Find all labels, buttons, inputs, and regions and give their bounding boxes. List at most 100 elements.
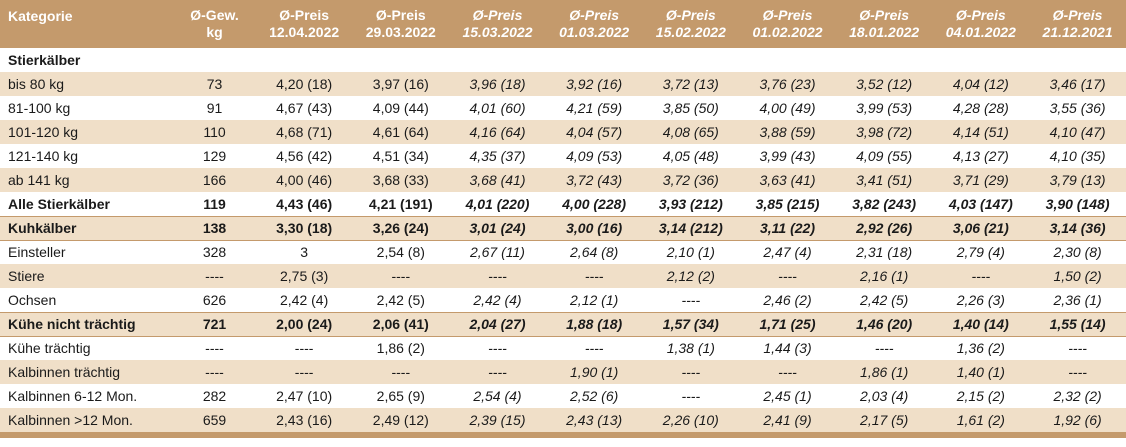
price-cell: 1,61 (2) [956, 412, 1005, 428]
row-weight [173, 48, 256, 72]
price-cell: 4,61 (64) [372, 124, 429, 140]
price-cell: 1,44 (3) [763, 340, 812, 357]
price-cell: 3,71 (29) [952, 172, 1009, 188]
row-weight: 721 [202, 316, 227, 332]
price-cell: 2,04 (27) [469, 316, 526, 332]
row-weight: 119 [203, 195, 226, 212]
price-cell: 4,28 (28) [952, 100, 1009, 116]
price-cell: 1,92 (6) [1053, 412, 1102, 428]
price-cell: 2,39 (15) [469, 412, 526, 428]
price-cell: 2,43 (16) [276, 412, 333, 428]
header-price-col: Ø-Preis 01.03.2022 [559, 7, 630, 40]
table-row: Ochsen 626 2,42 (4) 2,42 (5) 2,42 (4) 2,12 (1… [0, 288, 1126, 312]
price-cell: 2,43 (13) [566, 412, 623, 428]
price-cell: 4,13 (27) [952, 148, 1009, 164]
price-cell: 1,50 (2) [1053, 268, 1102, 284]
row-weight: ---- [205, 340, 224, 357]
price-cell: 2,03 (4) [860, 388, 909, 404]
price-cell: ---- [681, 388, 701, 404]
price-cell: 2,92 (26) [856, 220, 913, 236]
row-label: Kühe trächtig [8, 340, 91, 357]
row-weight: 91 [206, 100, 223, 116]
price-cell: ---- [1068, 340, 1087, 357]
header-gewicht: Ø-Gew. kg [190, 7, 239, 40]
price-cell: 3,72 (13) [662, 76, 719, 92]
price-cell: 2,12 (1) [570, 291, 619, 308]
price-cell: 4,67 (43) [276, 100, 333, 116]
price-cell: 3,14 (36) [1049, 220, 1106, 236]
price-cell [546, 48, 643, 72]
price-cell: 4,21 (59) [566, 100, 623, 116]
row-weight: 110 [203, 124, 226, 140]
table-row: Stierkälber [0, 48, 1126, 72]
table-row: Kalbinnen >12 Mon. 659 2,43 (16) 2,49 (12) 2… [0, 408, 1126, 432]
price-cell: ---- [778, 364, 797, 380]
price-cell: ---- [874, 340, 894, 357]
price-cell: 1,90 (1) [570, 364, 619, 380]
price-cell: 4,00 (49) [759, 100, 816, 116]
price-cell: 1,40 (14) [952, 316, 1009, 332]
row-label: Stiere [8, 268, 45, 284]
price-cell: 2,67 (11) [469, 244, 525, 261]
price-cell: 4,08 (65) [662, 124, 719, 140]
price-cell: 2,12 (2) [666, 268, 715, 284]
row-label: ab 141 kg [8, 172, 70, 188]
row-label: Ochsen [8, 291, 57, 308]
price-cell: 2,54 (8) [376, 244, 425, 261]
price-cell: 2,65 (9) [376, 388, 425, 404]
price-cell: ---- [488, 268, 507, 284]
price-cell: 4,10 (47) [1049, 124, 1106, 140]
row-weight: ---- [205, 268, 224, 284]
row-weight: 659 [202, 412, 227, 428]
price-cell: 4,04 (57) [566, 124, 623, 140]
price-cell: 4,01 (220) [465, 195, 530, 212]
price-cell: 1,57 (34) [662, 316, 719, 332]
price-cell: 2,17 (5) [860, 412, 909, 428]
price-cell: 1,55 (14) [1049, 316, 1106, 332]
price-cell: 3,72 (43) [566, 172, 623, 188]
price-cell: 3,11 (22) [759, 220, 815, 236]
price-cell: 3,85 (215) [755, 195, 820, 212]
price-cell: 1,86 (2) [376, 340, 425, 357]
bottom-border [0, 432, 1126, 438]
price-cell: 4,14 (51) [952, 124, 1009, 140]
table-row: Stiere ---- 2,75 (3) ---- ---- ---- 2,12 (2) --… [0, 264, 1126, 288]
table-row: Kuhkälber 138 3,30 (18) 3,26 (24) 3,01 (24) 3… [0, 216, 1126, 240]
price-cell: 3,52 (12) [856, 76, 913, 92]
price-cell: 4,09 (53) [566, 148, 623, 164]
price-cell: 2,30 (8) [1053, 244, 1102, 261]
price-cell: 3,96 (18) [469, 76, 526, 92]
price-cell: 3,14 (212) [658, 220, 723, 236]
header-price-col: Ø-Preis 21.12.2021 [1042, 7, 1113, 40]
price-cell: 2,26 (10) [662, 412, 719, 428]
table-row: 101-120 kg 110 4,68 (71) 4,61 (64) 4,16 (64)… [0, 120, 1126, 144]
price-cell: ---- [1068, 364, 1087, 380]
price-cell: ---- [294, 340, 314, 357]
price-cell: 2,00 (24) [276, 316, 333, 332]
row-weight: ---- [205, 364, 224, 380]
price-cell: 2,15 (2) [956, 388, 1005, 404]
row-label: Kuhkälber [8, 220, 77, 236]
price-cell: 2,31 (18) [856, 244, 913, 261]
price-cell: ---- [584, 268, 604, 284]
price-cell: 2,26 (3) [956, 291, 1005, 308]
price-cell: 3,63 (41) [759, 172, 816, 188]
price-cell: ---- [488, 340, 507, 357]
row-weight: 626 [202, 291, 227, 308]
price-cell: 1,36 (2) [956, 340, 1005, 357]
price-cell: ---- [681, 364, 701, 380]
price-cell: 4,00 (46) [276, 172, 333, 188]
price-cell: 2,16 (1) [860, 268, 909, 284]
price-cell: 2,10 (1) [666, 244, 715, 261]
table-row: Alle Stierkälber 119 4,43 (46) 4,21 (191) 4,… [0, 192, 1126, 216]
price-cell: 4,68 (71) [276, 124, 333, 140]
price-cell: 4,43 (46) [276, 195, 333, 212]
price-cell: 2,49 (12) [372, 412, 429, 428]
price-cell: ---- [778, 268, 797, 284]
price-cell: 2,42 (5) [860, 291, 909, 308]
header-row: Kategorie Ø-Gew. kg Ø-Preis 12.04.2022 Ø-P… [0, 0, 1126, 48]
row-label: Stierkälber [8, 52, 81, 68]
price-cell: 3,88 (59) [759, 124, 816, 140]
row-label: 121-140 kg [8, 148, 79, 164]
row-weight: 138 [202, 220, 227, 236]
